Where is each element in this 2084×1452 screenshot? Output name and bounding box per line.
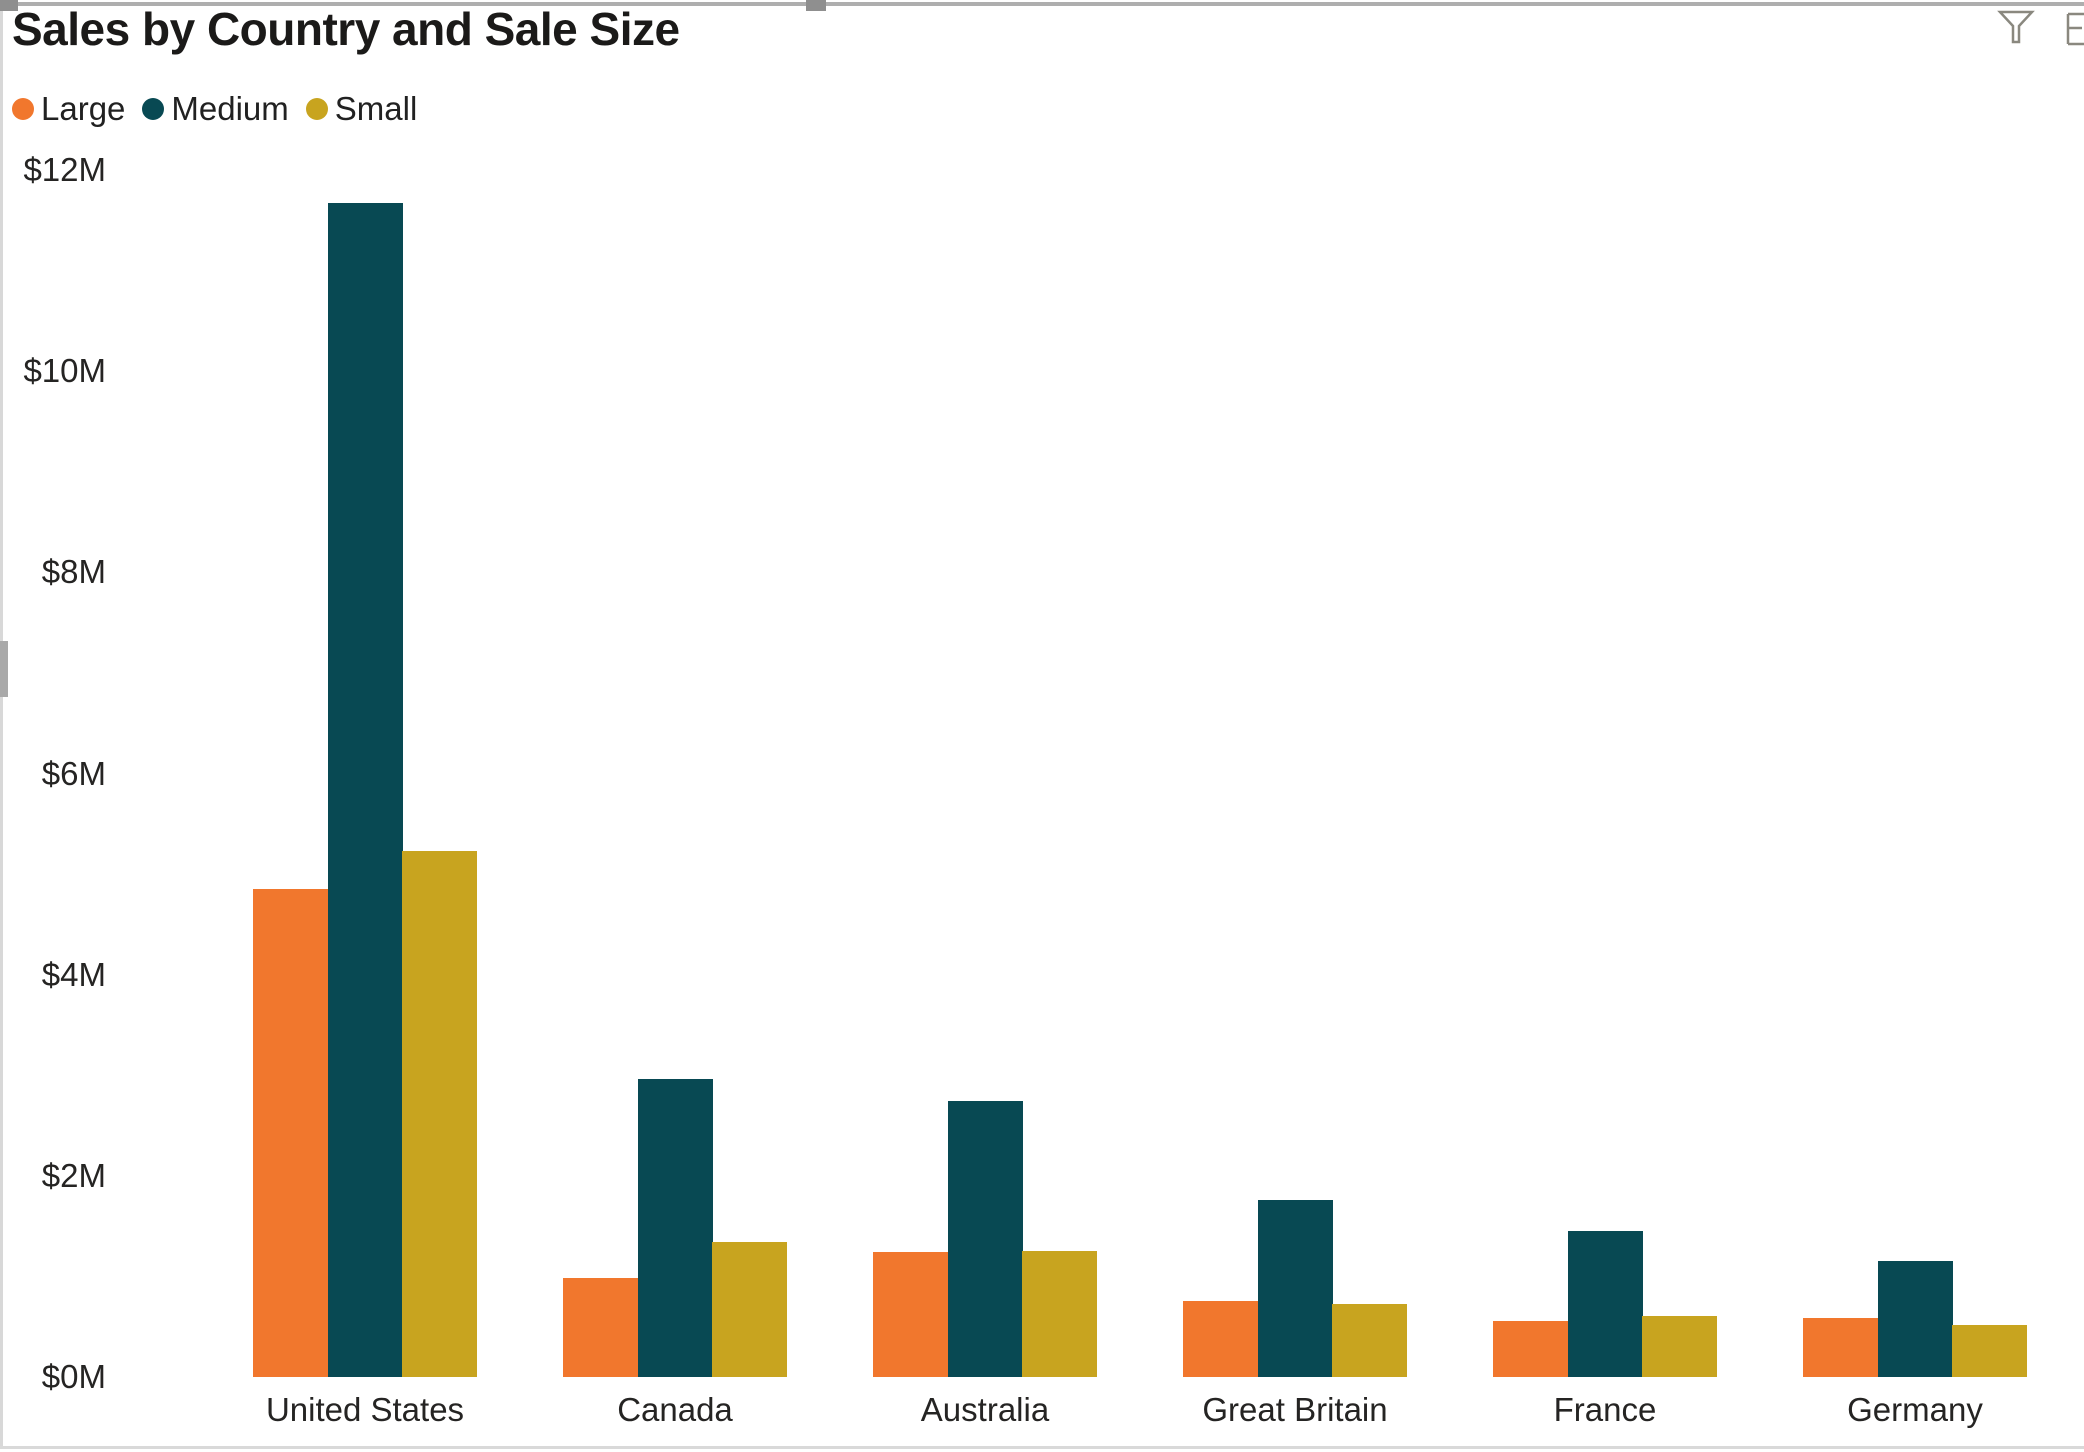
- bar-medium-united-states[interactable]: [328, 203, 403, 1377]
- bar-small-france[interactable]: [1642, 1316, 1717, 1377]
- resize-handle-left-middle[interactable]: [0, 641, 8, 697]
- visual-bottom-border: [0, 1446, 2084, 1449]
- legend-label: Small: [334, 90, 418, 127]
- filter-funnel-icon[interactable]: [1996, 6, 2036, 46]
- bar-small-germany[interactable]: [1952, 1325, 2027, 1377]
- visual-top-border: [0, 2, 2084, 6]
- y-axis-tick-label: $12M: [23, 151, 106, 188]
- bar-large-australia[interactable]: [873, 1252, 948, 1377]
- bar-small-great-britain[interactable]: [1332, 1304, 1407, 1377]
- legend-dot-large: [12, 97, 34, 120]
- resize-handle-top-left[interactable]: [0, 0, 18, 11]
- x-axis-category-label-france: France: [1553, 1391, 1657, 1428]
- legend-item-small[interactable]: Small: [305, 90, 418, 127]
- x-axis-category-label-germany: Germany: [1847, 1391, 1983, 1428]
- x-axis-category-label-great-britain: Great Britain: [1202, 1391, 1388, 1428]
- options-icon-partial[interactable]: [2062, 6, 2084, 46]
- chart-title: Sales by Country and Sale Size: [12, 3, 680, 55]
- legend-item-large[interactable]: Large: [12, 92, 125, 125]
- legend-dot-small: [305, 97, 328, 120]
- legend-dot-medium: [142, 97, 165, 120]
- bar-large-france[interactable]: [1493, 1321, 1568, 1377]
- bar-large-canada[interactable]: [563, 1278, 638, 1377]
- resize-handle-top-middle[interactable]: [806, 0, 826, 11]
- bar-small-australia[interactable]: [1022, 1251, 1097, 1377]
- y-axis-tick-label: $4M: [41, 956, 106, 993]
- visual-toolbar: [1996, 6, 2084, 46]
- y-axis-tick-label: $10M: [23, 352, 106, 389]
- bar-large-great-britain[interactable]: [1183, 1301, 1258, 1377]
- bar-medium-canada[interactable]: [638, 1079, 713, 1377]
- y-axis-tick-label: $0M: [41, 1358, 106, 1395]
- bar-medium-great-britain[interactable]: [1258, 1200, 1333, 1377]
- legend-label: Medium: [171, 90, 289, 127]
- y-axis-tick-label: $6M: [41, 755, 106, 792]
- bar-large-germany[interactable]: [1803, 1318, 1878, 1377]
- bar-small-united-states[interactable]: [402, 851, 477, 1377]
- bar-medium-australia[interactable]: [948, 1101, 1023, 1377]
- x-axis-category-label-australia: Australia: [920, 1391, 1050, 1428]
- visual-left-border: [0, 0, 3, 1447]
- y-axis-tick-label: $2M: [41, 1157, 106, 1194]
- legend: Large Medium Small: [12, 92, 417, 125]
- legend-label: Large: [41, 90, 126, 127]
- x-axis-category-label-canada: Canada: [617, 1391, 733, 1428]
- y-axis-tick-label: $8M: [41, 553, 106, 590]
- bar-large-united-states[interactable]: [253, 889, 328, 1377]
- bar-medium-france[interactable]: [1568, 1231, 1643, 1377]
- bar-medium-germany[interactable]: [1878, 1261, 1953, 1377]
- x-axis-category-label-united-states: United States: [265, 1391, 465, 1428]
- bar-small-canada[interactable]: [712, 1242, 787, 1377]
- legend-item-medium[interactable]: Medium: [142, 90, 289, 127]
